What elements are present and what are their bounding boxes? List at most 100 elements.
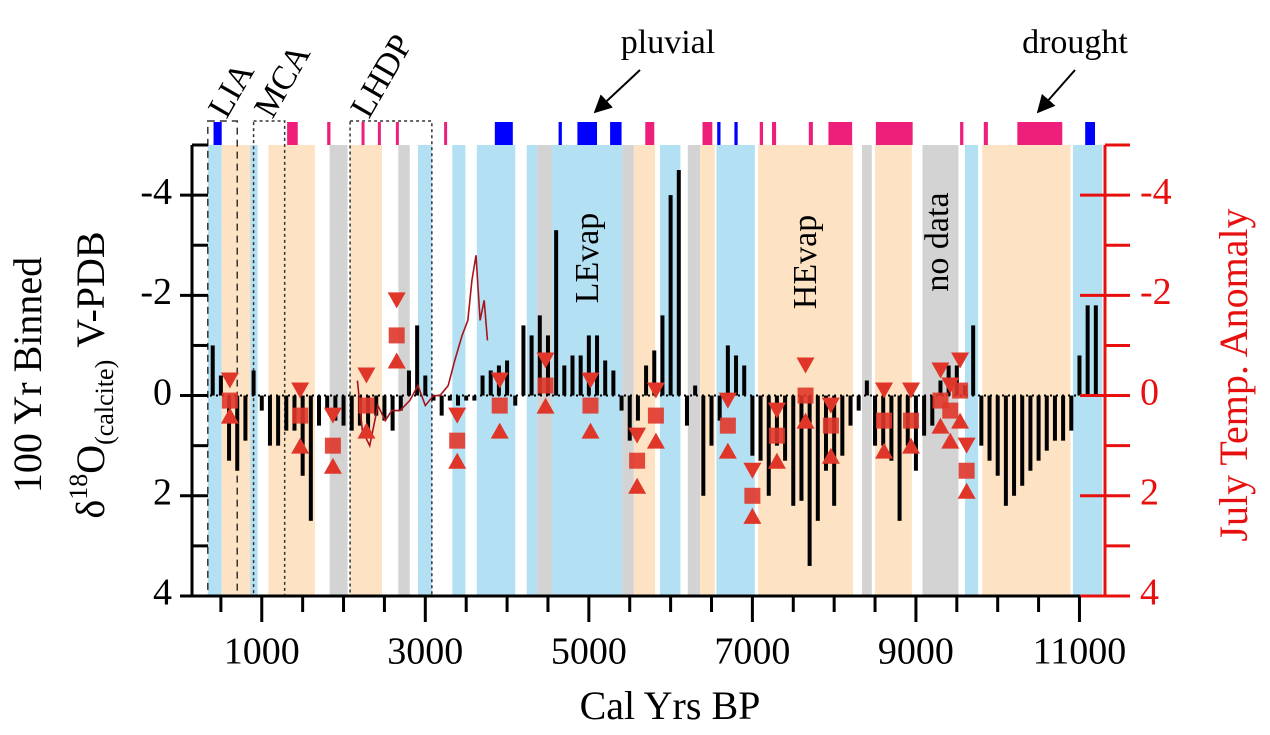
mean-marker	[582, 397, 599, 414]
bar	[227, 395, 232, 461]
y-tick-label: -2	[140, 271, 172, 313]
band	[700, 145, 715, 596]
mean-marker	[629, 452, 646, 469]
bar	[1003, 395, 1008, 506]
x-tick-label: 7000	[714, 631, 790, 673]
band	[875, 145, 912, 596]
band	[221, 145, 251, 596]
min-marker	[902, 382, 921, 399]
x-tick-label: 1000	[224, 631, 300, 673]
bar	[218, 375, 223, 396]
x-tick-label: 9000	[878, 631, 954, 673]
mean-marker	[221, 392, 238, 409]
event-marker	[395, 122, 399, 145]
y2-tick-label: 0	[1140, 371, 1159, 413]
x-axis-label: Cal Yrs BP	[580, 683, 761, 728]
bar	[406, 370, 411, 396]
mean-marker	[822, 417, 839, 434]
bar	[864, 380, 869, 396]
bar	[766, 395, 771, 496]
band	[207, 145, 222, 596]
event-marker	[610, 122, 622, 145]
max-marker	[646, 432, 665, 449]
bar	[554, 230, 559, 396]
period-label: LHDP	[344, 28, 420, 123]
period-box	[349, 120, 433, 597]
arrow	[593, 69, 641, 114]
bar	[472, 395, 477, 401]
y2-axis-label: July Temp. Anomaly	[1211, 208, 1256, 541]
mean-marker	[903, 412, 920, 429]
annotation: drought	[1022, 24, 1128, 61]
y-label-part: δ	[68, 500, 113, 519]
y-label-part: (calcite)	[90, 360, 119, 445]
bar	[660, 315, 665, 396]
bar	[595, 335, 600, 396]
mean-marker	[744, 487, 761, 504]
bar	[300, 395, 305, 476]
bar	[684, 395, 689, 426]
bar	[317, 395, 322, 426]
bar	[390, 395, 395, 431]
mean-marker	[358, 397, 375, 414]
band	[452, 145, 466, 596]
max-marker	[951, 412, 970, 429]
mean-marker	[647, 407, 664, 424]
bar	[783, 395, 788, 461]
event-marker	[377, 122, 381, 145]
bar	[235, 395, 240, 471]
bar	[873, 395, 878, 446]
bar	[415, 325, 420, 396]
min-marker	[941, 377, 960, 394]
bar	[464, 395, 469, 401]
bar	[259, 395, 264, 411]
bar	[627, 395, 632, 441]
bar	[570, 355, 575, 396]
bar	[439, 395, 444, 416]
event-marker	[558, 122, 562, 145]
event-marker	[875, 122, 913, 145]
bar	[913, 395, 918, 471]
min-marker	[387, 292, 406, 309]
min-marker	[718, 392, 737, 409]
bar	[398, 395, 403, 411]
bar	[276, 395, 281, 446]
bar	[676, 170, 681, 396]
bar	[284, 395, 289, 431]
bar	[930, 395, 935, 426]
event-marker	[494, 122, 513, 145]
max-marker	[902, 437, 921, 454]
bar	[431, 395, 436, 401]
max-marker	[536, 397, 555, 414]
y-label-part: 18	[64, 474, 93, 500]
max-marker	[448, 452, 467, 469]
max-marker	[767, 452, 786, 469]
bar	[488, 370, 493, 396]
x-tick-label: 3000	[387, 631, 463, 673]
bar	[922, 395, 927, 436]
max-marker	[957, 482, 976, 499]
event-marker	[808, 122, 813, 145]
annotation: LEvap	[569, 213, 606, 304]
bar	[1012, 395, 1017, 496]
bar	[562, 365, 567, 396]
bar	[709, 395, 714, 446]
min-marker	[743, 462, 762, 479]
min-marker	[357, 367, 376, 384]
mean-marker	[292, 407, 309, 424]
y-label-part: O	[68, 445, 113, 474]
bar	[513, 395, 518, 406]
y2-tick-label: -2	[1140, 271, 1172, 313]
min-marker	[490, 372, 509, 389]
min-marker	[875, 382, 894, 399]
bar	[652, 350, 657, 396]
min-marker	[951, 352, 970, 369]
x-tick-label: 11000	[1033, 631, 1127, 673]
bar	[791, 395, 796, 506]
bar	[611, 370, 616, 396]
event-marker	[702, 122, 713, 145]
event-marker	[772, 122, 777, 145]
band	[687, 145, 701, 596]
bar	[1069, 395, 1074, 431]
